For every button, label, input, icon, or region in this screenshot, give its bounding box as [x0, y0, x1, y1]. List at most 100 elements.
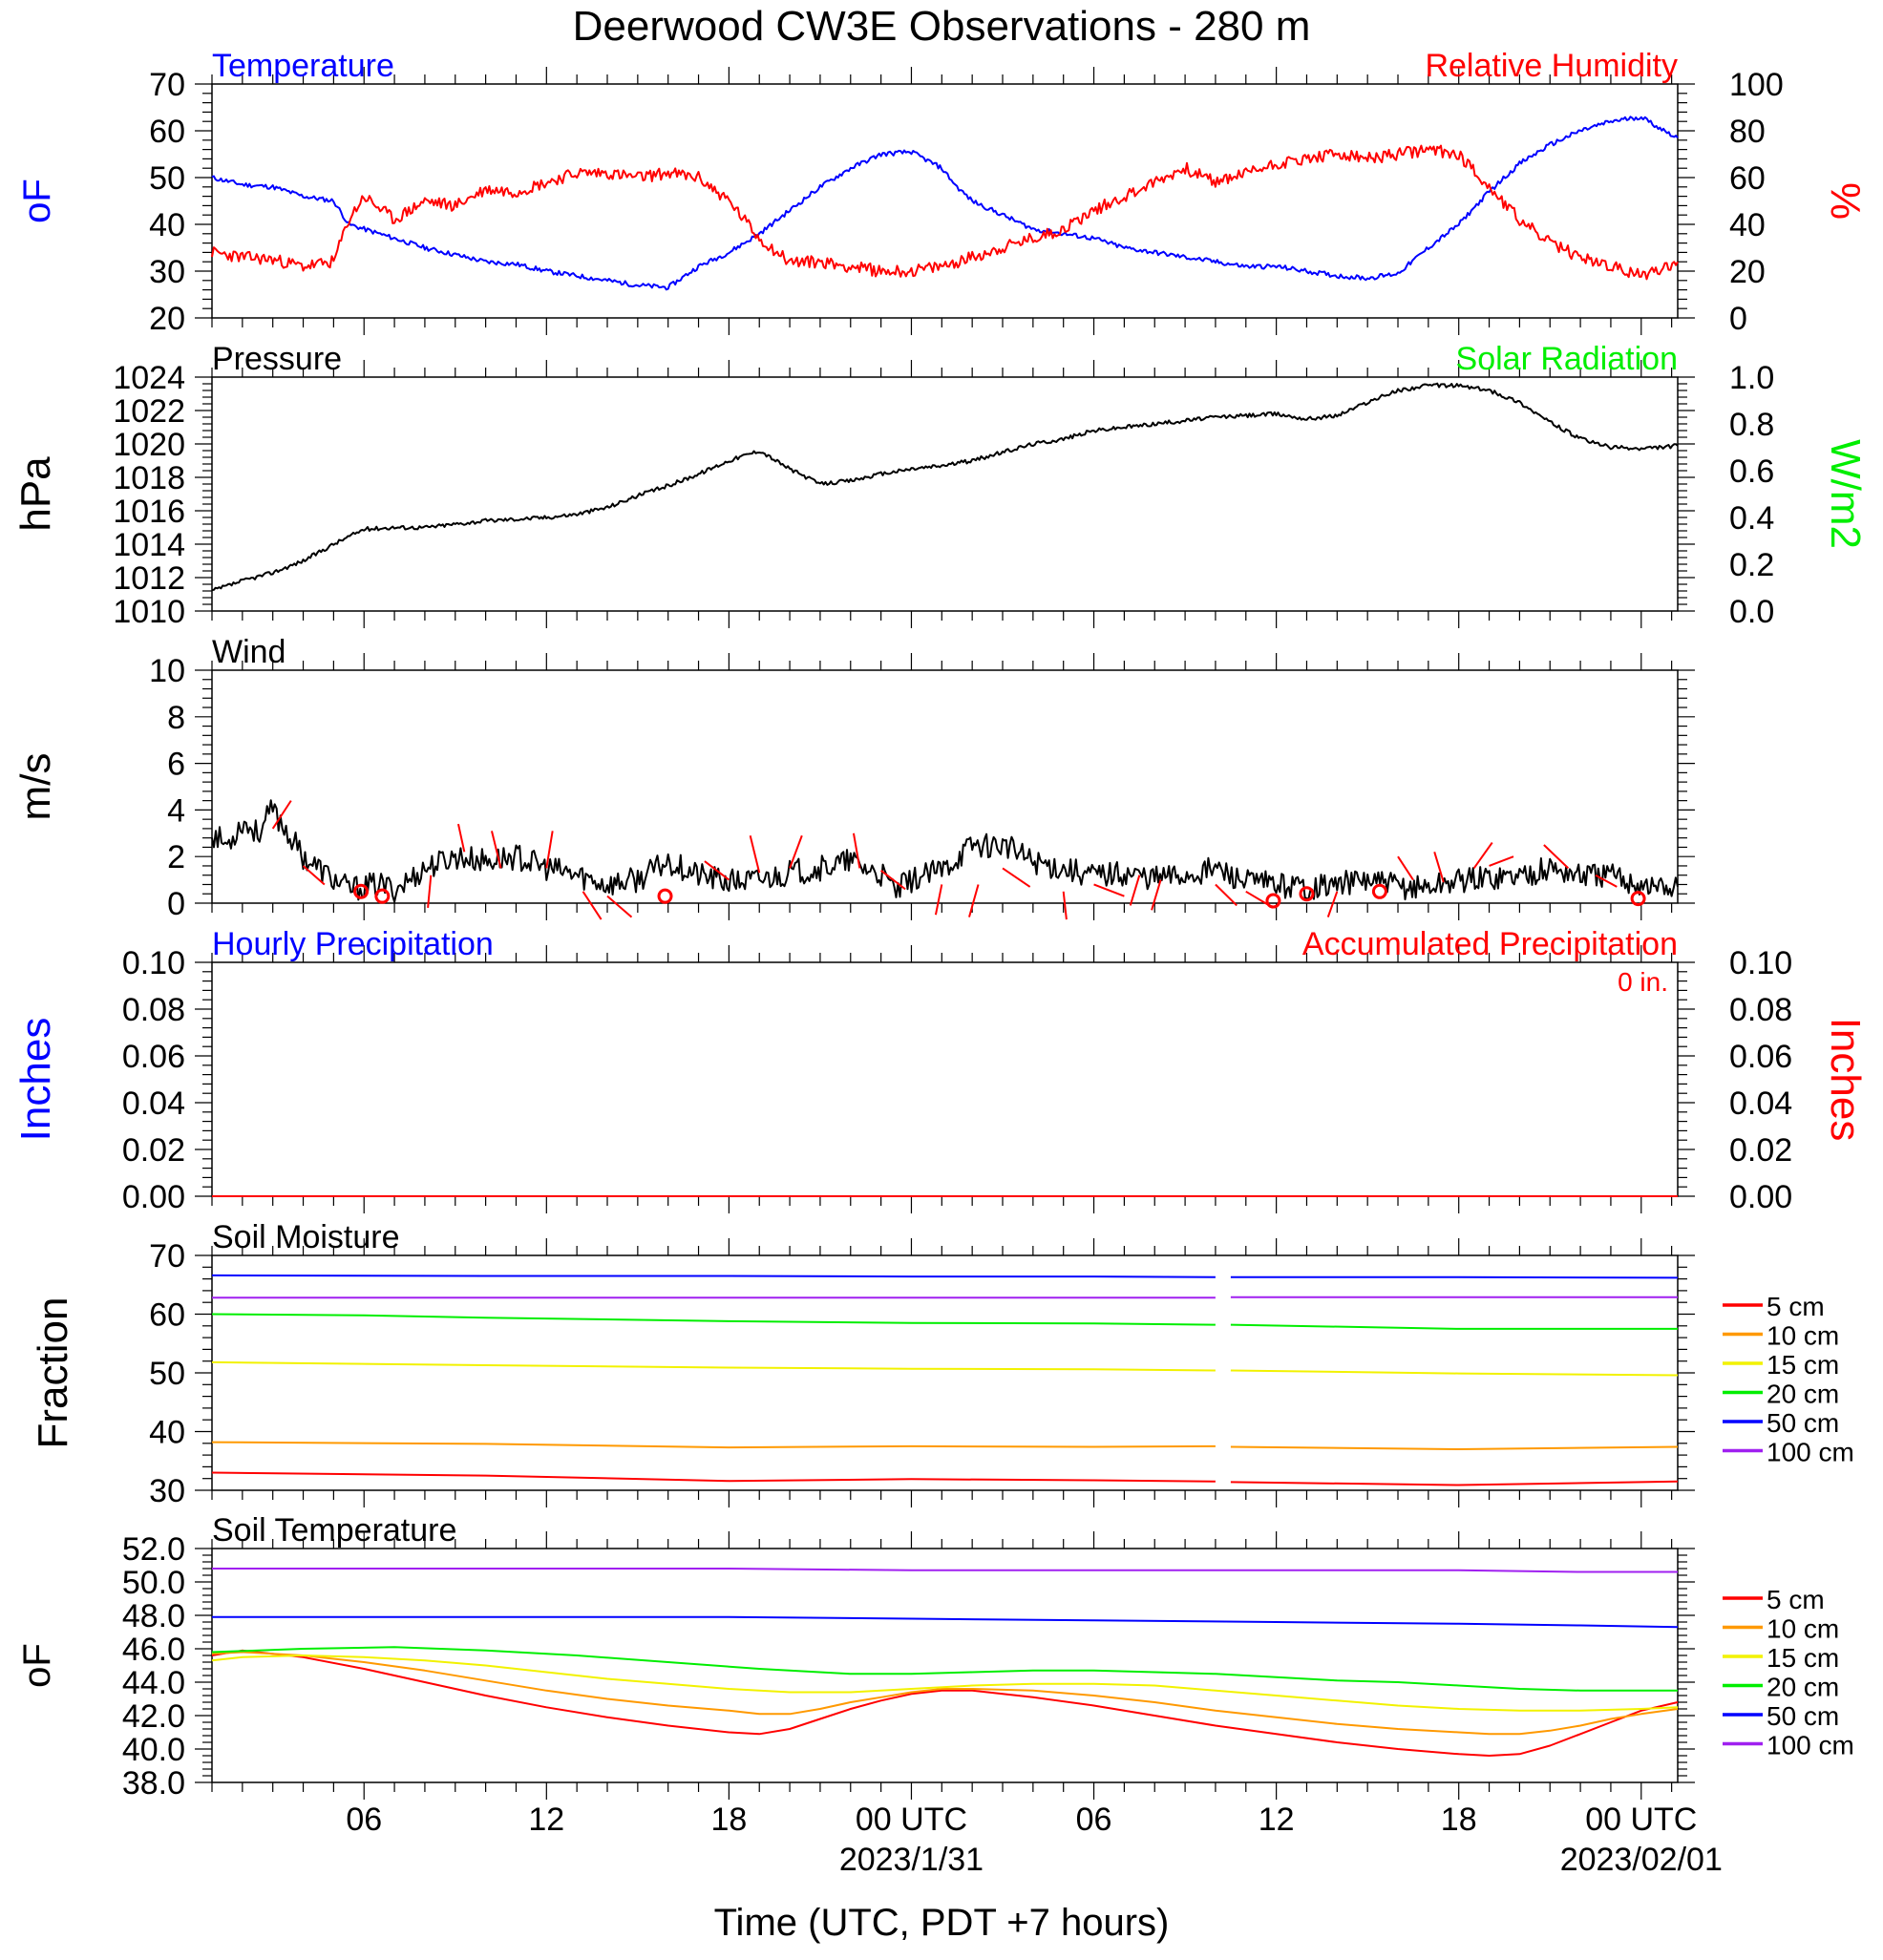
plot-frame [211, 669, 1679, 904]
wind-barb [491, 831, 502, 869]
wind-barb [1062, 891, 1068, 920]
y-tick-label-left: 0.02 [122, 1132, 185, 1169]
y-tick-label-left: 46.0 [122, 1632, 185, 1668]
calm-wind-marker [1299, 886, 1315, 902]
wind-barb [1433, 852, 1445, 883]
panel-title-left: Temperature [212, 48, 394, 84]
legend-label: 15 cm [1767, 1643, 1839, 1673]
panel-title-left: Pressure [212, 341, 342, 377]
y-tick-label-right: 60 [1729, 160, 1766, 197]
legend-label: 20 cm [1767, 1673, 1839, 1702]
x-date-label: 2023/1/31 [839, 1842, 984, 1878]
x-date-label: 2023/02/01 [1560, 1842, 1723, 1878]
chart-panel-3: 0 2 4 6 8 10 Wind m/s [12, 634, 1695, 922]
y-tick-label-right: 0.0 [1729, 594, 1774, 630]
x-tick-label: 00 UTC [1585, 1802, 1697, 1838]
wind-barb [968, 884, 980, 917]
y-axis-label-right-text: W/m2 [1822, 439, 1869, 549]
y-tick-label-left: 70 [149, 1238, 185, 1275]
chart-panel-6: 38.040.042.044.046.048.050.052.0 Soil Tem… [16, 1512, 1854, 1802]
wind-barb [1215, 883, 1238, 907]
y-tick-label-left: 1020 [113, 427, 185, 463]
y-tick-label-left: 60 [149, 114, 185, 150]
y-tick-label-left: 40 [149, 1415, 185, 1451]
y-tick-label-left: 50 [149, 160, 185, 197]
plot-frame [211, 1548, 1679, 1783]
accumulated-total-label: 0 in. [1618, 967, 1668, 997]
y-tick-label-left: 42.0 [122, 1698, 185, 1735]
series-line-15-cm [211, 1360, 1679, 1377]
calm-wind-marker [657, 888, 673, 904]
series-line-100-cm [212, 1296, 1678, 1299]
figure-title: Deerwood CW3E Observations - 280 m [573, 3, 1311, 50]
panel-title-right: Solar Radiation [1456, 341, 1678, 377]
y-tick-label-right: 0.00 [1729, 1179, 1792, 1215]
time-axis: 06 12 18 00 UTC 2023/1/31 06 12 18 00 UTC 2023/02… [346, 1802, 1723, 1878]
y-tick-label-left: 30 [149, 1473, 185, 1509]
panel-title-left: Hourly Precipitation [212, 926, 494, 962]
wind-barb [606, 895, 633, 918]
wind-barb [456, 823, 466, 853]
series-line-pressure [211, 382, 1679, 592]
y-axis-label-left: oF [16, 179, 58, 223]
y-tick-label-left: 1024 [113, 360, 185, 396]
y-axis-label-right-text: % [1822, 182, 1869, 220]
y-tick-label-right: 0.6 [1729, 453, 1774, 490]
calm-wind-marker [374, 888, 391, 904]
legend-label: 15 cm [1767, 1350, 1839, 1380]
y-axis-label-left: m/s [12, 753, 59, 821]
y-axis-label-left: Fraction [30, 1297, 76, 1449]
y-tick-label-left: 70 [149, 67, 185, 103]
y-tick-label-left: 8 [167, 700, 185, 736]
wind-barb [271, 800, 292, 830]
panel-title-right: Relative Humidity [1425, 48, 1678, 84]
y-tick-label-left: 50 [149, 1356, 185, 1392]
x-tick-label: 00 UTC [856, 1802, 967, 1838]
wind-barb [1472, 841, 1493, 869]
y-tick-label-left: 10 [149, 653, 185, 689]
wind-barb [789, 834, 803, 869]
legend-label: 20 cm [1767, 1380, 1839, 1409]
panel-title-left: Soil Moisture [212, 1219, 400, 1255]
wind-barb [749, 835, 761, 874]
y-tick-label-right: 0.06 [1729, 1039, 1792, 1075]
calm-wind-marker [1265, 893, 1281, 909]
wind-barb [427, 875, 433, 908]
y-tick-label-left: 0 [167, 886, 185, 922]
legend-label: 50 cm [1767, 1701, 1839, 1731]
y-tick-label-right: 0 [1729, 301, 1747, 337]
y-tick-label-left: 50.0 [122, 1565, 185, 1601]
y-tick-label-right: 100 [1729, 67, 1784, 103]
wind-barb [852, 832, 861, 869]
wind-barb [704, 860, 730, 881]
y-tick-label-left: 44.0 [122, 1665, 185, 1701]
y-tick-label-right: 0.2 [1729, 547, 1774, 583]
plot-frame [211, 83, 1679, 319]
wind-barb [582, 891, 603, 920]
y-tick-label-left: 40 [149, 207, 185, 243]
y-tick-label-left: 0.08 [122, 992, 185, 1028]
legend-label: 100 cm [1767, 1438, 1854, 1467]
wind-barb [1129, 875, 1141, 906]
panel-title-right: Accumulated Precipitation [1302, 926, 1678, 962]
calm-wind-marker [1371, 883, 1387, 899]
series-line-50-cm [212, 1615, 1679, 1629]
y-tick-label-right: 1.0 [1729, 360, 1774, 396]
y-tick-label-right: 0.4 [1729, 500, 1774, 537]
x-tick-label: 06 [346, 1802, 382, 1838]
legend-label: 5 cm [1767, 1292, 1825, 1321]
legend-label: 50 cm [1767, 1408, 1839, 1438]
y-tick-label-left: 0.04 [122, 1085, 185, 1122]
y-tick-label-right: 0.04 [1729, 1085, 1792, 1122]
y-tick-label-left: 1016 [113, 494, 185, 530]
wind-barb [1595, 874, 1618, 888]
y-axis-label-text: m/s [12, 753, 59, 821]
y-tick-label-left: 48.0 [122, 1598, 185, 1634]
x-tick-label: 12 [1259, 1802, 1295, 1838]
y-tick-label-right: 80 [1729, 114, 1766, 150]
panel-title-left: Wind [212, 634, 286, 670]
y-tick-label-left: 0.06 [122, 1039, 185, 1075]
y-tick-label-left: 1012 [113, 560, 185, 597]
